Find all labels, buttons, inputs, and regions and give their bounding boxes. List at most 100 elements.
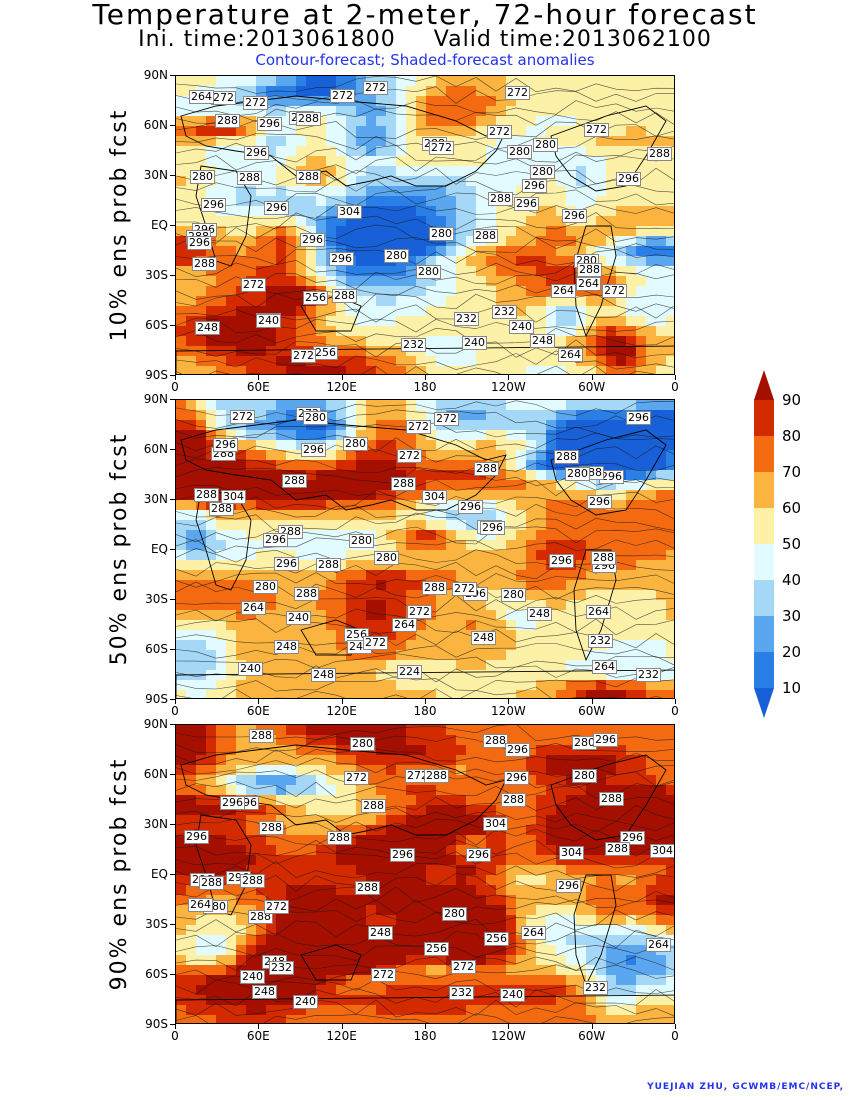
shading-cell bbox=[616, 316, 626, 326]
shading-cell bbox=[526, 670, 536, 680]
shading-cell bbox=[216, 955, 226, 965]
shading-cell bbox=[346, 725, 356, 735]
shading-cell bbox=[316, 460, 326, 470]
shading-cell bbox=[256, 440, 266, 450]
shading-cell bbox=[206, 865, 216, 875]
shading-cell bbox=[366, 336, 376, 346]
shading-cell bbox=[306, 985, 316, 995]
shading-cell bbox=[626, 845, 636, 855]
shading-cell bbox=[656, 660, 666, 670]
shading-cell bbox=[506, 266, 516, 276]
shading-cell bbox=[526, 420, 536, 430]
shading-cell bbox=[356, 915, 366, 925]
shading-cell bbox=[666, 560, 674, 570]
shading-cell bbox=[336, 106, 346, 116]
shading-cell bbox=[356, 256, 366, 266]
shading-cell bbox=[656, 346, 666, 356]
shading-cell bbox=[586, 875, 596, 885]
shading-cell bbox=[196, 690, 206, 698]
shading-cell bbox=[456, 570, 466, 580]
shading-cell bbox=[336, 236, 346, 246]
shading-cell bbox=[296, 560, 306, 570]
shading-cell bbox=[406, 745, 416, 755]
shading-cell bbox=[596, 186, 606, 196]
shading-cell bbox=[386, 420, 396, 430]
colorbar-level-label: 80 bbox=[782, 427, 801, 445]
shading-cell bbox=[536, 286, 546, 296]
shading-cell bbox=[626, 96, 636, 106]
shading-cell bbox=[236, 845, 246, 855]
shading-cell bbox=[586, 815, 596, 825]
shading-cell bbox=[456, 256, 466, 266]
shading-cell bbox=[616, 855, 626, 865]
shading-cell bbox=[396, 680, 406, 690]
colorbar-level-label: 50 bbox=[782, 535, 801, 553]
shading-cell bbox=[586, 580, 596, 590]
shading-cell bbox=[306, 550, 316, 560]
shading-cell bbox=[426, 410, 436, 420]
shading-cell bbox=[666, 126, 674, 136]
shading-cell bbox=[406, 500, 416, 510]
shading-cell bbox=[636, 206, 646, 216]
shading-cell bbox=[176, 510, 186, 520]
shading-cell bbox=[286, 286, 296, 296]
shading-cell bbox=[436, 520, 446, 530]
shading-cell bbox=[366, 186, 376, 196]
shading-cell bbox=[406, 590, 416, 600]
shading-cell bbox=[316, 660, 326, 670]
shading-cell bbox=[396, 590, 406, 600]
shading-cell bbox=[326, 995, 336, 1005]
shading-cell bbox=[226, 166, 236, 176]
shading-cell bbox=[656, 570, 666, 580]
shading-cell bbox=[196, 460, 206, 470]
shading-cell bbox=[536, 226, 546, 236]
shading-cell bbox=[266, 226, 276, 236]
shading-cell bbox=[636, 306, 646, 316]
shading-cell bbox=[386, 116, 396, 126]
shading-cell bbox=[406, 865, 416, 875]
shading-cell bbox=[446, 1015, 456, 1023]
shading-cell bbox=[386, 735, 396, 745]
shading-cell bbox=[506, 460, 516, 470]
shading-cell bbox=[456, 410, 466, 420]
shading-cell bbox=[466, 875, 476, 885]
shading-cell bbox=[306, 805, 316, 815]
shading-cell bbox=[276, 600, 286, 610]
shading-cell bbox=[276, 670, 286, 680]
shading-cell bbox=[206, 765, 216, 775]
shading-cell bbox=[616, 995, 626, 1005]
shading-cell bbox=[426, 326, 436, 336]
shading-cell bbox=[666, 346, 674, 356]
shading-cell bbox=[546, 96, 556, 106]
shading-cell bbox=[556, 590, 566, 600]
shading-cell bbox=[366, 440, 376, 450]
shading-cell bbox=[546, 735, 556, 745]
shading-cell bbox=[416, 306, 426, 316]
shading-cell bbox=[536, 96, 546, 106]
shading-cell bbox=[436, 346, 446, 356]
shading-cell bbox=[526, 600, 536, 610]
shading-cell bbox=[356, 366, 366, 374]
shading-cell bbox=[366, 96, 376, 106]
shading-cell bbox=[666, 640, 674, 650]
shading-cell bbox=[276, 935, 286, 945]
shading-cell bbox=[256, 470, 266, 480]
contour-line bbox=[176, 953, 674, 972]
shading-cell bbox=[266, 126, 276, 136]
shading-cell bbox=[206, 795, 216, 805]
shading-cell bbox=[636, 530, 646, 540]
shading-cell bbox=[296, 755, 306, 765]
shading-cell bbox=[486, 356, 496, 366]
shading-cell bbox=[496, 96, 506, 106]
shading-cell bbox=[516, 690, 526, 698]
shading-cell bbox=[536, 276, 546, 286]
shading-cell bbox=[246, 316, 256, 326]
shading-cell bbox=[456, 226, 466, 236]
shading-cell bbox=[206, 480, 216, 490]
contour-value-label: 248 bbox=[530, 334, 555, 348]
shading-cell bbox=[606, 346, 616, 356]
shading-cell bbox=[206, 735, 216, 745]
shading-cell bbox=[596, 725, 606, 735]
shading-cell bbox=[496, 530, 506, 540]
shading-cell bbox=[516, 420, 526, 430]
